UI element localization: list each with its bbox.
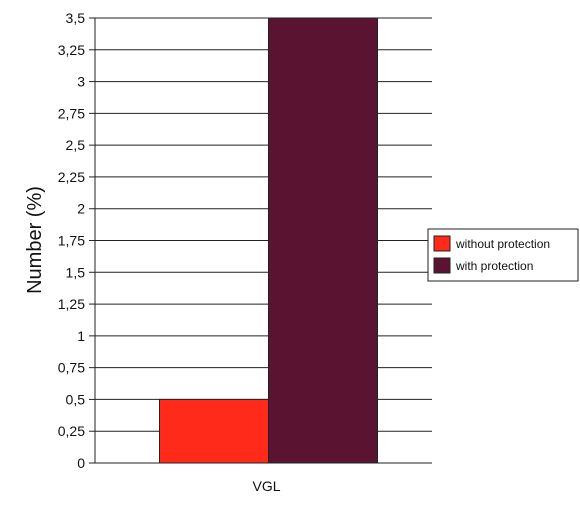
y-tick-label: 1 (77, 328, 85, 344)
bars (159, 17, 378, 464)
y-tick-label: 2,25 (58, 169, 85, 185)
legend: without protection with protection (427, 228, 579, 282)
y-tick-label: 0,5 (66, 391, 86, 407)
y-tick-label: 1,25 (58, 296, 85, 312)
legend-label: without protection (455, 237, 550, 251)
legend-swatch (433, 257, 451, 274)
legend-swatch (433, 235, 451, 252)
axes (94, 18, 432, 464)
y-tick-label: 3 (77, 74, 85, 90)
gridlines (95, 17, 432, 432)
y-tick-label: 3,25 (58, 42, 85, 58)
y-tick-label: 2,75 (58, 105, 85, 121)
y-tick-label: 0 (77, 455, 85, 471)
bar-with-protection (268, 17, 378, 464)
y-tick-label: 2,5 (66, 137, 86, 153)
bar-without-protection (159, 398, 269, 464)
y-tick-label: 0,25 (58, 423, 85, 439)
legend-box (427, 228, 579, 282)
y-tick-label: 1,75 (58, 233, 85, 249)
legend-label: with protection (455, 259, 533, 273)
y-tick-label: 2 (77, 201, 85, 217)
x-category-label: VGL (252, 478, 280, 494)
y-tick-label: 1,5 (66, 264, 86, 280)
y-axis-title: Number (%) (24, 186, 46, 294)
y-axis-ticks: 0 0,25 0,5 0,75 1 1,25 1,5 1,75 2 2,25 2,5 2,75 3 3,2… (58, 10, 95, 471)
x-axis-categories: VGL (252, 478, 280, 494)
y-tick-label: 3,5 (66, 10, 86, 26)
y-tick-label: 0,75 (58, 360, 85, 376)
